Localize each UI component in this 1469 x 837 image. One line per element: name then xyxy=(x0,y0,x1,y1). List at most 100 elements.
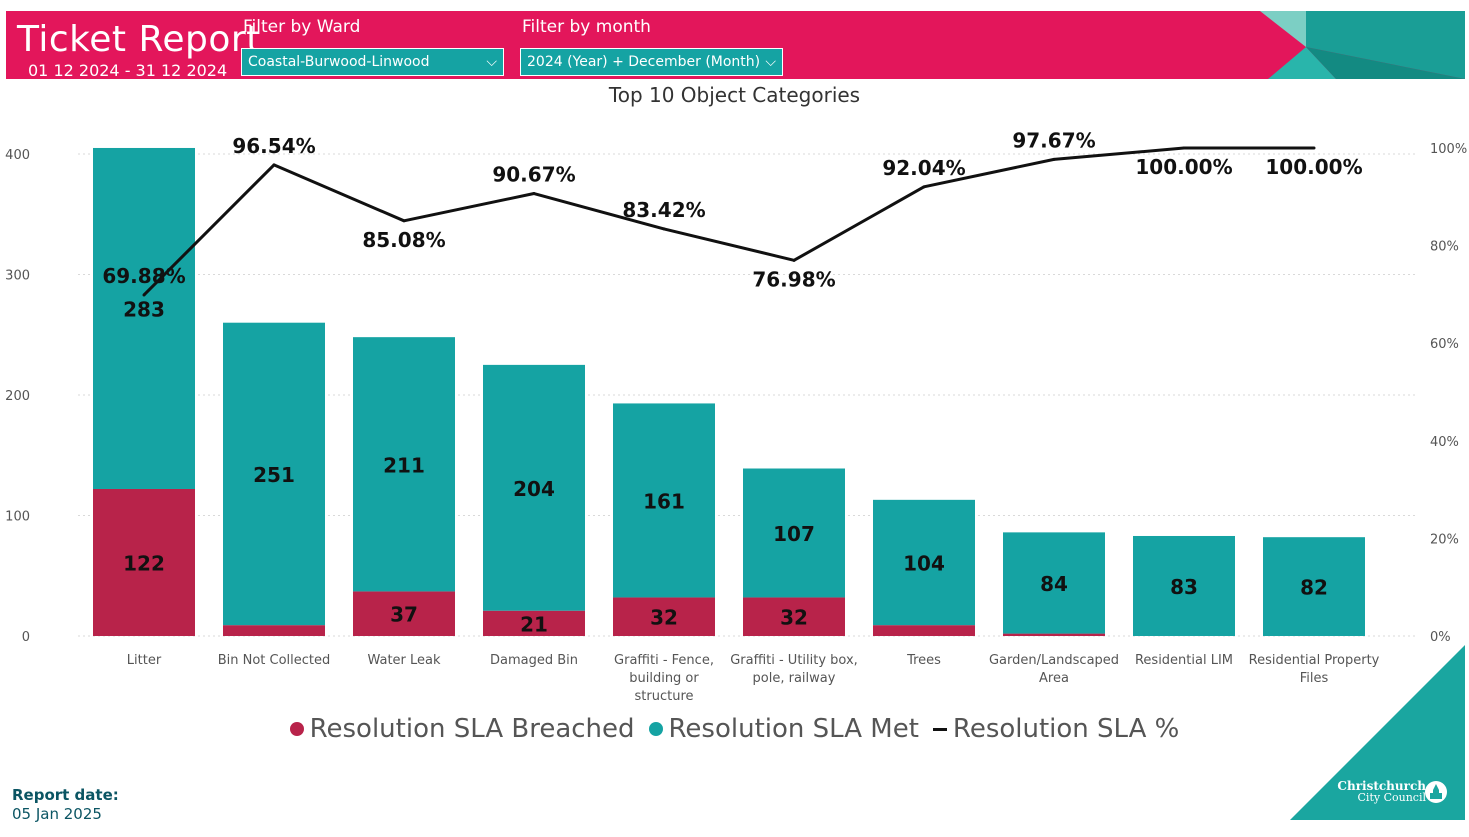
bar-met xyxy=(873,499,975,626)
data-label-met: 283 xyxy=(123,297,165,321)
legend-item-breached[interactable]: Resolution SLA Breached xyxy=(289,714,635,744)
y2-axis-tick-label: 20% xyxy=(1430,532,1459,547)
data-label-breached: 32 xyxy=(780,606,808,630)
x-axis-tick-label: Water Leak xyxy=(367,653,441,668)
sla-percent-label: 100.00% xyxy=(1265,155,1362,179)
x-axis-tick-label: Bin Not Collected xyxy=(218,653,331,668)
header-deco-shape-3 xyxy=(1268,47,1336,79)
bar-breached xyxy=(743,597,845,636)
y-axis-tick-label: 200 xyxy=(5,389,30,404)
data-label-met: 84 xyxy=(1040,572,1068,596)
legend-label-met: Resolution SLA Met xyxy=(668,714,919,744)
month-filter-label: Filter by month xyxy=(522,17,651,37)
data-label-met: 104 xyxy=(903,551,945,575)
bar-breached xyxy=(353,591,455,636)
bar-met xyxy=(353,337,455,592)
sla-percent-point xyxy=(402,219,406,223)
bar-met xyxy=(1133,535,1235,636)
brand-triangle-shape xyxy=(1290,645,1465,820)
sla-percent-label: 100.00% xyxy=(1135,155,1232,179)
sla-percent-point xyxy=(1312,146,1316,150)
y-axis-tick-label: 0 xyxy=(22,630,30,645)
sla-percent-label: 85.08% xyxy=(362,228,445,252)
legend-marker-sla-percent xyxy=(932,727,947,731)
report-title: Ticket Report xyxy=(17,19,261,60)
legend-label-breached: Resolution SLA Breached xyxy=(309,714,635,744)
data-label-met: 211 xyxy=(383,453,425,477)
x-axis-tick-label: building or xyxy=(629,671,699,686)
bar-breached xyxy=(483,610,585,636)
y2-axis-tick-label: 0% xyxy=(1430,630,1451,645)
month-filter-value: 2024 (Year) + December (Month) xyxy=(527,54,761,70)
y2-axis-tick-label: 60% xyxy=(1430,337,1459,352)
bar-breached xyxy=(1003,633,1105,636)
report-date-range: 01 12 2024 - 31 12 2024 xyxy=(28,61,228,79)
bar-line-chart: 0 100 200 300 400 0% 20% 40% 60% 80% 100% 122 283 Lit… xyxy=(5,128,1467,704)
header-decoration xyxy=(1260,11,1465,79)
sla-percent-point xyxy=(532,192,536,196)
sla-percent-point xyxy=(1182,146,1186,150)
sla-percent-line xyxy=(142,146,1314,297)
ward-filter-dropdown[interactable]: Coastal-Burwood-Linwood ⌵ xyxy=(241,48,504,76)
y2-axis-tick-label: 100% xyxy=(1430,142,1467,157)
legend-label-sla-percent: Resolution SLA % xyxy=(952,714,1180,744)
data-label-met: 83 xyxy=(1170,575,1198,599)
bar-met xyxy=(1263,537,1365,636)
data-label-met: 204 xyxy=(513,477,555,501)
sla-percent-label: 92.04% xyxy=(882,156,965,180)
data-label-met: 107 xyxy=(773,522,815,546)
data-label-breached: 37 xyxy=(390,603,418,627)
ward-filter-label: Filter by Ward xyxy=(243,17,361,37)
x-axis-tick-label: structure xyxy=(635,689,694,704)
council-name-line1: Christchurch xyxy=(1337,779,1426,793)
sla-percent-label: 69.88% xyxy=(102,264,185,288)
x-axis-tick-label: Residential Property xyxy=(1249,653,1380,668)
header-deco-shape-2 xyxy=(1306,11,1465,79)
header-deco-shape-1 xyxy=(1260,11,1306,47)
sla-percent-label: 90.67% xyxy=(492,163,575,187)
x-axis-tick-label: Area xyxy=(1039,671,1069,686)
x-axis-tick-label: Trees xyxy=(906,653,941,668)
bar-met xyxy=(483,364,585,611)
bar-breached xyxy=(223,625,325,636)
chart-legend: Resolution SLA Breached Resolution SLA M… xyxy=(0,714,1469,744)
bar-met xyxy=(743,468,845,598)
brand-triangle xyxy=(1290,645,1465,820)
chart-title: Top 10 Object Categories xyxy=(608,83,861,107)
report-date-label: Report date: xyxy=(12,786,119,804)
sla-percent-label: 96.54% xyxy=(232,134,315,158)
header-deco-shape-4 xyxy=(1306,47,1465,79)
y-axis-tick-label: 400 xyxy=(5,148,30,163)
y-axis-tick-label: 100 xyxy=(5,510,30,525)
bar-met xyxy=(93,147,195,489)
legend-marker-breached xyxy=(289,722,304,736)
bar-breached xyxy=(873,625,975,636)
x-axis-tick-label: Files xyxy=(1300,671,1329,686)
sla-percent-label: 83.42% xyxy=(622,198,705,222)
sla-percent-label: 97.67% xyxy=(1012,128,1095,152)
x-axis-tick-label: Litter xyxy=(127,653,162,668)
data-label-met: 251 xyxy=(253,463,295,487)
y2-axis-tick-label: 40% xyxy=(1430,435,1459,450)
legend-item-sla-percent[interactable]: Resolution SLA % xyxy=(932,714,1180,744)
sla-percent-point xyxy=(922,185,926,189)
x-axis-tick-label: Graffiti - Fence, xyxy=(614,653,714,668)
report-date-value: 05 Jan 2025 xyxy=(12,805,102,823)
sla-percent-point xyxy=(272,163,276,167)
council-logo-text: Christchurch City Council xyxy=(1336,780,1426,804)
legend-item-met[interactable]: Resolution SLA Met xyxy=(648,714,919,744)
cathedral-logo-icon xyxy=(1425,781,1447,803)
chevron-down-icon: ⌵ xyxy=(765,54,776,70)
data-label-breached: 21 xyxy=(520,612,548,636)
x-axis-tick-label: Graffiti - Utility box, xyxy=(730,653,858,668)
bar-breached xyxy=(93,488,195,636)
x-axis-tick-label: Damaged Bin xyxy=(490,653,578,668)
bar-met xyxy=(1003,532,1105,634)
bar-met xyxy=(613,403,715,598)
month-filter-dropdown[interactable]: 2024 (Year) + December (Month) ⌵ xyxy=(520,48,783,76)
council-name-line2: City Council xyxy=(1357,791,1426,804)
ward-filter-value: Coastal-Burwood-Linwood xyxy=(248,54,430,70)
sla-percent-point xyxy=(1052,157,1056,161)
x-axis-tick-label: Residential LIM xyxy=(1135,653,1233,668)
sla-percent-point xyxy=(662,227,666,231)
